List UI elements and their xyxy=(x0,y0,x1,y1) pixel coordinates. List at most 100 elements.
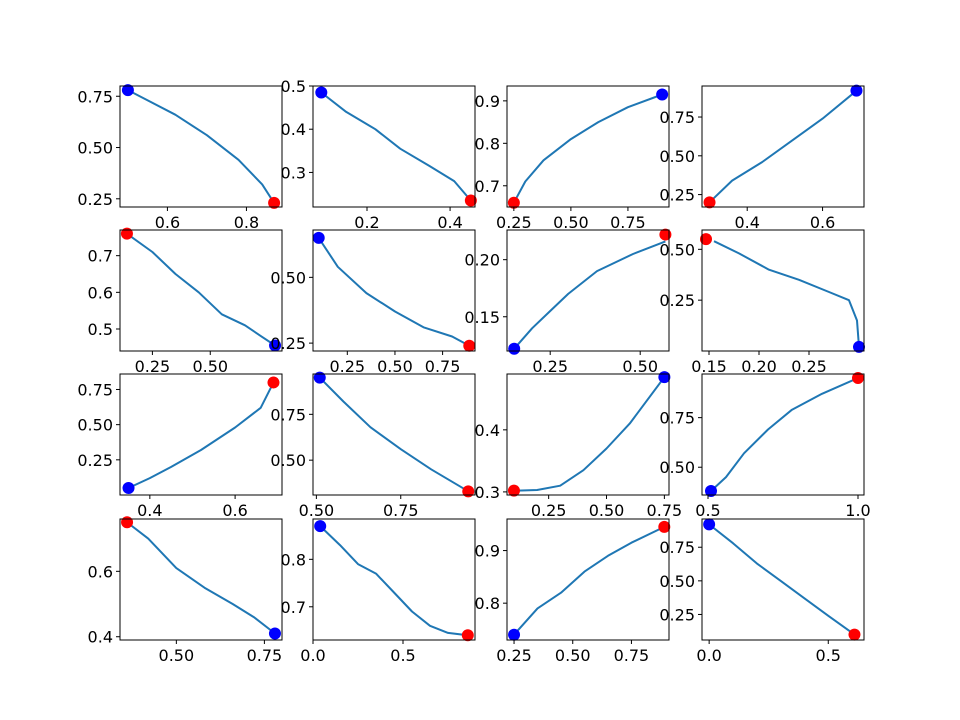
end-point-marker xyxy=(852,371,864,384)
y-tick-label: 0.6 xyxy=(88,562,113,581)
start-point-marker xyxy=(705,485,717,498)
y-tick-label: 0.50 xyxy=(659,572,695,591)
y-tick-label: 0.9 xyxy=(475,92,500,111)
start-point-marker xyxy=(315,86,328,99)
x-tick-label: 0.0 xyxy=(300,646,325,665)
x-tick-label: 0.50 xyxy=(192,357,228,376)
y-tick-label: 0.9 xyxy=(475,542,500,561)
y-tick-label: 0.50 xyxy=(659,147,695,166)
x-tick-label: 0.50 xyxy=(377,357,413,376)
axes-frame xyxy=(701,85,865,208)
end-point-marker xyxy=(463,339,476,352)
y-tick-label: 0.50 xyxy=(659,240,695,259)
x-tick-label: 0.6 xyxy=(810,213,835,232)
axes-frame xyxy=(312,373,476,496)
start-point-marker xyxy=(508,628,521,641)
x-tick-label: 0.5 xyxy=(390,646,415,665)
y-tick-label: 0.50 xyxy=(270,268,306,287)
x-tick-label: 0.75 xyxy=(610,213,646,232)
end-point-marker xyxy=(268,196,281,209)
x-tick-label: 0.6 xyxy=(222,501,247,520)
data-line xyxy=(126,521,276,635)
axes-frame xyxy=(119,229,283,352)
y-tick-label: 0.25 xyxy=(659,186,695,205)
y-tick-label: 0.25 xyxy=(659,291,695,310)
subplot-7: 0.25 0.50 0.15 0.20 xyxy=(464,228,672,376)
data-line xyxy=(317,237,470,347)
data-line xyxy=(513,525,665,636)
subplot-6: 0.25 0.50 0.75 0.25 0.50 xyxy=(270,229,476,376)
subplot-8: 0.15 0.20 0.25 0.25 0.50 xyxy=(659,229,865,376)
y-tick-label: 0.8 xyxy=(475,594,500,613)
data-line xyxy=(513,376,666,492)
axes-frame xyxy=(312,229,476,352)
axes-frame xyxy=(119,85,283,208)
end-point-marker xyxy=(703,196,716,209)
data-line xyxy=(126,232,276,347)
data-line xyxy=(513,240,666,350)
y-tick-label: 0.50 xyxy=(659,458,695,477)
subplot-11: 0.25 0.50 0.75 0.3 0.4 xyxy=(475,371,683,520)
end-point-marker xyxy=(848,628,861,641)
data-line xyxy=(713,240,860,347)
y-tick-label: 0.75 xyxy=(659,409,695,428)
axes-frame xyxy=(312,85,476,208)
start-point-marker xyxy=(508,342,521,355)
start-point-marker xyxy=(313,371,326,384)
end-point-marker xyxy=(507,484,520,497)
y-tick-label: 0.3 xyxy=(475,483,500,502)
y-tick-label: 0.25 xyxy=(270,334,306,353)
x-tick-label: 0.25 xyxy=(532,357,568,376)
subplot-3: 0.25 0.50 0.75 0.7 0.8 0.9 xyxy=(475,85,670,232)
y-tick-label: 0.50 xyxy=(77,416,113,435)
start-point-marker xyxy=(121,84,134,97)
x-tick-label: 0.0 xyxy=(696,646,721,665)
start-point-marker xyxy=(850,84,863,97)
x-tick-label: 0.75 xyxy=(647,501,683,520)
data-line xyxy=(710,377,859,492)
data-line xyxy=(127,89,275,204)
x-tick-label: 0.75 xyxy=(614,646,650,665)
y-tick-label: 0.8 xyxy=(281,550,306,569)
end-point-marker xyxy=(461,629,474,642)
y-tick-label: 0.75 xyxy=(77,87,113,106)
y-tick-label: 0.25 xyxy=(659,605,695,624)
subplot-5: 0.25 0.50 0.5 0.6 0.7 xyxy=(88,227,283,376)
subplot-panels: 0.6 0.80.250.500.750.2 0.40.30.40.50.25 0.5… xyxy=(77,77,870,665)
y-tick-label: 0.50 xyxy=(270,451,306,470)
x-tick-label: 0.8 xyxy=(234,213,259,232)
y-tick-label: 0.75 xyxy=(77,380,113,399)
y-tick-label: 0.25 xyxy=(77,190,113,209)
subplot-15: 0.25 0.50 0.75 0.8 0.9 xyxy=(475,518,671,665)
x-tick-label: 0.4 xyxy=(437,213,462,232)
axes-frame xyxy=(119,518,283,641)
y-tick-label: 0.4 xyxy=(88,628,113,647)
axes-frame xyxy=(701,518,865,641)
x-tick-label: 0.4 xyxy=(137,501,162,520)
x-tick-label: 0.50 xyxy=(299,501,335,520)
end-point-marker xyxy=(464,194,477,207)
x-tick-label: 0.25 xyxy=(496,646,532,665)
x-tick-label: 0.20 xyxy=(741,357,777,376)
x-tick-label: 0.50 xyxy=(553,213,589,232)
data-line xyxy=(708,89,858,204)
y-tick-label: 0.5 xyxy=(281,77,306,96)
axes-frame xyxy=(119,373,283,496)
axes-frame xyxy=(506,229,670,352)
data-line xyxy=(708,523,856,636)
subplot-12: 0.5 1.0 0.50 0.75 xyxy=(659,371,871,520)
end-point-marker xyxy=(267,376,280,389)
x-tick-label: 0.75 xyxy=(247,646,283,665)
axes-frame xyxy=(506,373,670,496)
x-tick-label: 0.75 xyxy=(425,357,461,376)
x-tick-label: 0.50 xyxy=(159,646,195,665)
y-tick-label: 0.75 xyxy=(659,108,695,127)
x-tick-label: 0.5 xyxy=(695,501,720,520)
subplot-16: 0.0 0.5 0.25 0.50 0.75 xyxy=(659,518,865,665)
y-tick-label: 0.20 xyxy=(464,251,500,270)
x-tick-label: 0.4 xyxy=(734,213,759,232)
start-point-marker xyxy=(853,340,865,353)
y-tick-label: 0.50 xyxy=(77,139,113,158)
subplot-9: 0.4 0.6 0.25 0.50 0.75 xyxy=(77,373,283,520)
